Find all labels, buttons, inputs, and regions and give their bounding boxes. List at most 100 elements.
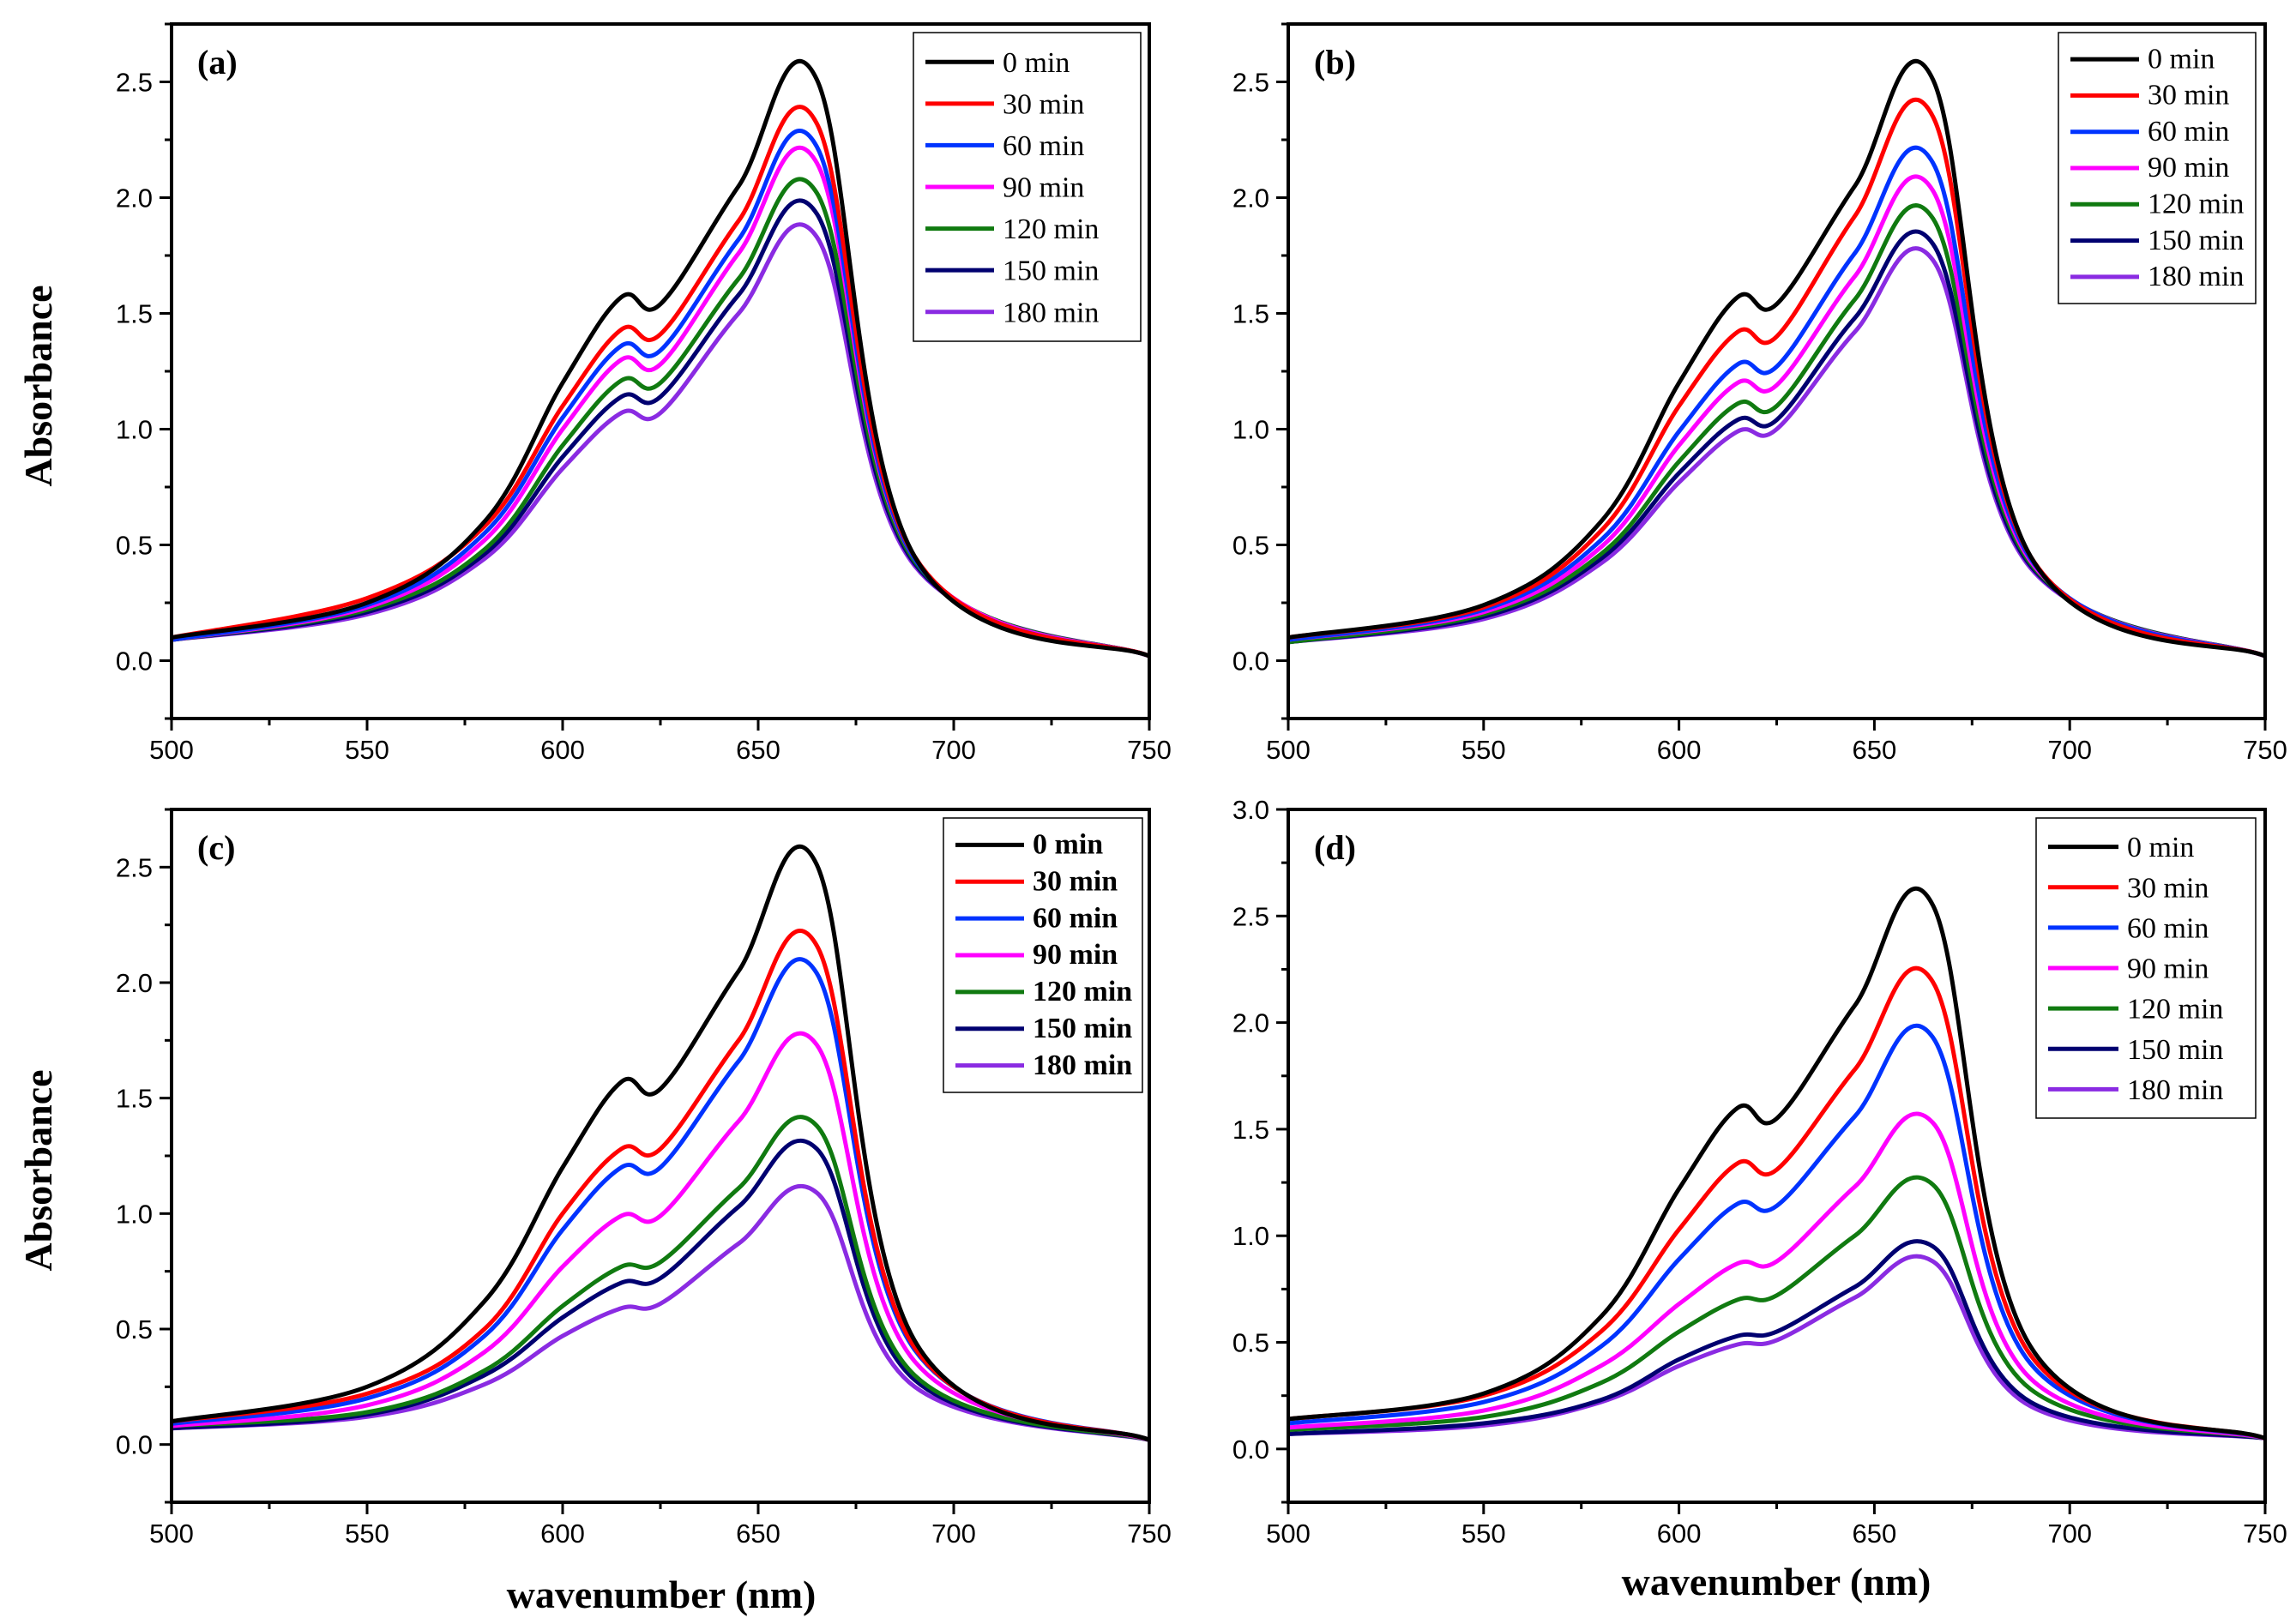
- legend-entry: 0 min: [1033, 829, 1103, 861]
- y-tick-label: 1.5: [116, 299, 153, 329]
- x-tick-label: 550: [345, 1519, 389, 1549]
- x-axis-title-left: wavenumber (nm): [507, 1573, 817, 1616]
- x-tick-label: 750: [2243, 1519, 2287, 1549]
- x-tick-label: 500: [149, 735, 194, 765]
- series-lines: [1288, 59, 2265, 659]
- y-tick-label: 2.0: [1232, 183, 1269, 214]
- legend-entry: 30 min: [2127, 872, 2209, 904]
- legend-entry: 90 min: [1003, 172, 1084, 204]
- y-tick-label: 2.5: [116, 852, 153, 882]
- y-tick-label: 0.5: [116, 531, 153, 561]
- legend-entry: 120 min: [2127, 994, 2223, 1026]
- legend-entry: 120 min: [2148, 188, 2244, 220]
- legend-entry: 60 min: [2148, 116, 2229, 147]
- legend-entry: 60 min: [2127, 912, 2209, 944]
- legend-entry: 0 min: [1003, 47, 1070, 79]
- legend-entry: 0 min: [2127, 832, 2194, 863]
- series-line-120-min: [172, 1115, 1149, 1442]
- y-tick-label: 2.5: [1232, 68, 1269, 98]
- legend: 0 min 30 min 60 min 90 min 120 min 150 min 180…: [2035, 817, 2257, 1119]
- series-line-0-min: [1288, 886, 2265, 1441]
- series-line-30-min: [172, 929, 1149, 1442]
- y-tick-label: 1.0: [1232, 415, 1269, 445]
- x-tick-label: 500: [1266, 735, 1311, 765]
- y-tick-label: 0.0: [1232, 1435, 1269, 1465]
- legend: 0 min 30 min 60 min 90 min 120 min 150 min 180…: [913, 32, 1142, 342]
- series-line-60-min: [1288, 1023, 2265, 1441]
- x-tick-label: 650: [1853, 1519, 1897, 1549]
- panel-label: (d): [1314, 828, 1356, 867]
- x-tick-label: 600: [1657, 735, 1702, 765]
- panel-label: (c): [197, 828, 235, 867]
- x-tick-label: 550: [1461, 735, 1506, 765]
- legend-entry: 120 min: [1033, 976, 1132, 1007]
- series-line-0-min: [172, 59, 1149, 659]
- legend: 0 min 30 min 60 min 90 min 120 min 150 min 180…: [943, 817, 1143, 1093]
- y-tick-label: 1.0: [116, 415, 153, 445]
- chart-panel-c: 500 550 600 650 700 750 0.0 0.5 1.0 1.5 2.0 2.5 (c) 0…: [116, 808, 1172, 1549]
- x-tick-label: 750: [1127, 1519, 1172, 1549]
- x-tick-label: 750: [1127, 735, 1172, 765]
- chart-panel-a: 500 550 600 650 700 750 0.0 0.5 1.0 1.5 2.0 2.5 (a) 0…: [116, 22, 1172, 765]
- y-tick-label: 1.0: [1232, 1221, 1269, 1251]
- x-tick-label: 650: [736, 735, 780, 765]
- panel-label: (b): [1314, 43, 1356, 81]
- y-axis-title-top: Absorbance: [16, 285, 60, 486]
- series-line-0-min: [172, 845, 1149, 1442]
- y-tick-label: 3.0: [1232, 795, 1269, 825]
- x-tick-label: 650: [736, 1519, 780, 1549]
- y-tick-label: 2.0: [116, 968, 153, 998]
- y-tick-label: 1.0: [116, 1199, 153, 1229]
- x-tick-label: 700: [931, 1519, 976, 1549]
- series-line-180-min: [172, 1184, 1149, 1442]
- series-line-90-min: [172, 1031, 1149, 1442]
- x-tick-label: 700: [931, 735, 976, 765]
- y-tick-label: 2.0: [116, 183, 153, 214]
- series-lines: [172, 845, 1149, 1442]
- series-line-0-min: [1288, 59, 2265, 659]
- legend-entry: 180 min: [1003, 297, 1099, 328]
- y-tick-label: 2.0: [1232, 1008, 1269, 1038]
- legend-entry: 90 min: [2148, 152, 2229, 183]
- x-tick-label: 550: [345, 735, 389, 765]
- legend-entry: 120 min: [1003, 214, 1099, 245]
- chart-panel-b: 500 550 600 650 700 750 0.0 0.5 1.0 1.5 2.0 2.5 (b) 0…: [1232, 22, 2287, 765]
- y-tick-label: 1.5: [1232, 1115, 1269, 1145]
- y-tick-label: 2.5: [116, 68, 153, 98]
- legend-entry: 90 min: [1033, 939, 1118, 971]
- x-tick-label: 650: [1853, 735, 1897, 765]
- legend-entry: 30 min: [1033, 865, 1118, 897]
- y-tick-label: 0.0: [116, 647, 153, 677]
- x-tick-label: 750: [2243, 735, 2287, 765]
- y-tick-label: 1.5: [1232, 299, 1269, 329]
- x-tick-label: 600: [1657, 1519, 1702, 1549]
- series-line-120-min: [1288, 1175, 2265, 1441]
- x-tick-label: 500: [149, 1519, 194, 1549]
- series-line-30-min: [1288, 965, 2265, 1441]
- x-tick-label: 500: [1266, 1519, 1311, 1549]
- series-line-180-min: [1288, 1254, 2265, 1441]
- legend-entry: 30 min: [2148, 80, 2229, 111]
- series-line-60-min: [1288, 145, 2265, 659]
- legend-entry: 180 min: [2148, 261, 2244, 292]
- legend-entry: 60 min: [1003, 130, 1084, 162]
- legend-entry: 30 min: [1003, 88, 1084, 120]
- x-tick-label: 600: [540, 1519, 585, 1549]
- y-tick-label: 0.5: [1232, 1328, 1269, 1358]
- legend-entry: 0 min: [2148, 43, 2215, 75]
- y-tick-label: 0.0: [116, 1430, 153, 1460]
- legend-entry: 150 min: [2148, 225, 2244, 256]
- y-tick-label: 2.5: [1232, 901, 1269, 931]
- legend: 0 min 30 min 60 min 90 min 120 min 150 min 180…: [2058, 32, 2257, 304]
- y-tick-label: 0.5: [116, 1314, 153, 1344]
- legend-entry: 150 min: [1033, 1013, 1132, 1044]
- legend-entry: 150 min: [2127, 1034, 2223, 1066]
- y-tick-label: 0.0: [1232, 647, 1269, 677]
- x-axis-title-right: wavenumber (nm): [1622, 1560, 1931, 1603]
- y-tick-label: 1.5: [116, 1084, 153, 1114]
- series-lines: [172, 59, 1149, 659]
- legend-entry: 150 min: [1003, 256, 1099, 287]
- legend-entry: 90 min: [2127, 953, 2209, 985]
- x-tick-label: 550: [1461, 1519, 1506, 1549]
